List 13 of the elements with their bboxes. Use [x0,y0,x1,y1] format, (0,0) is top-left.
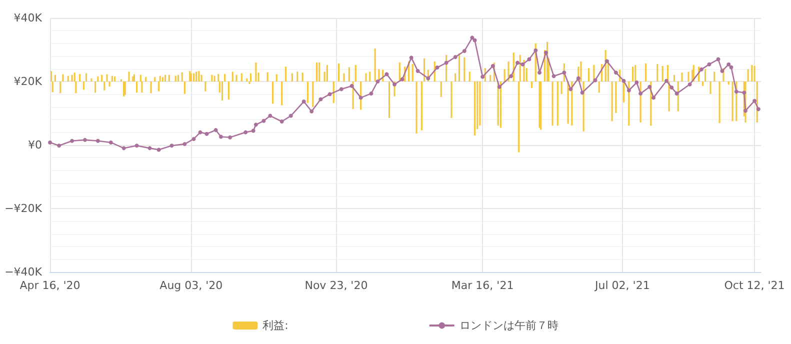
x-tick-label: Apr 16, '20 [20,279,80,292]
x-tick-label: Nov 23, '20 [304,279,368,292]
y-tick-label: −¥40K [4,266,43,278]
legend-label: ロンドンは午前７時 [459,319,558,332]
x-tick-label: Jul 02, '21 [594,279,650,292]
x-tick-label: Aug 03, '20 [160,279,223,292]
y-tick-label: ¥0 [28,138,42,152]
y-tick-label: −¥20K [4,202,43,215]
legend-label: 利益: [262,319,288,332]
x-tick-label: Oct 12, '21 [724,279,785,292]
y-tick-label: ¥40K [14,12,43,24]
y-tick-label: ¥20K [14,75,43,88]
x-tick-label: Mar 16, '21 [451,279,514,292]
